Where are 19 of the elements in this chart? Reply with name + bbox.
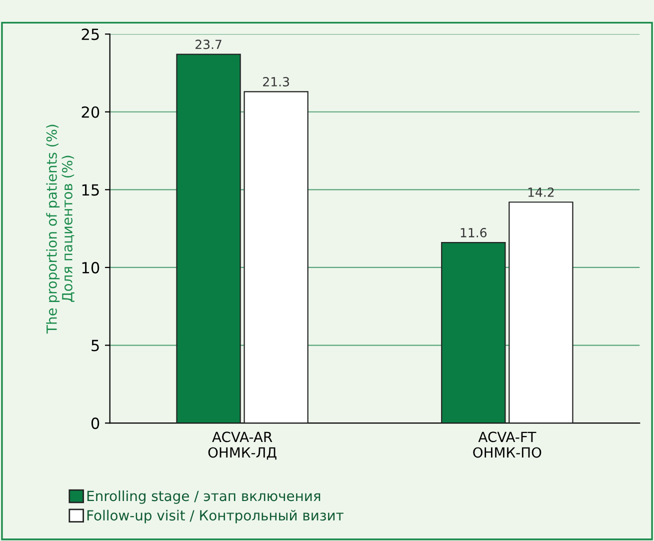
legend-label: Enrolling stage / этап включения	[87, 490, 320, 504]
bar	[441, 242, 506, 424]
bar	[244, 91, 308, 424]
legend-label: Follow-up visit / Контрольный визит	[87, 510, 344, 524]
data-label: 23.7	[196, 40, 222, 50]
bar	[508, 202, 574, 424]
y-tick-label: 15	[82, 184, 99, 196]
data-label: 11.6	[460, 228, 487, 238]
data-label: 14.2	[528, 187, 554, 197]
x-tick-label: ACVA-FT ОНМК-ПО	[473, 432, 542, 458]
x-tick-label: ACVA-AR ОНМК-ЛД	[208, 432, 276, 460]
y-tick-label: 25	[82, 28, 99, 40]
y-axis-title: The proportion of patients (%) Доля пациентов (%)	[46, 124, 74, 334]
y-tick-label: 0	[91, 418, 100, 430]
bar	[176, 54, 241, 424]
y-tick-label: 20	[82, 106, 100, 118]
data-label: 21.3	[263, 76, 289, 86]
y-tick-label: 5	[92, 340, 99, 352]
y-tick-label: 10	[82, 262, 100, 274]
